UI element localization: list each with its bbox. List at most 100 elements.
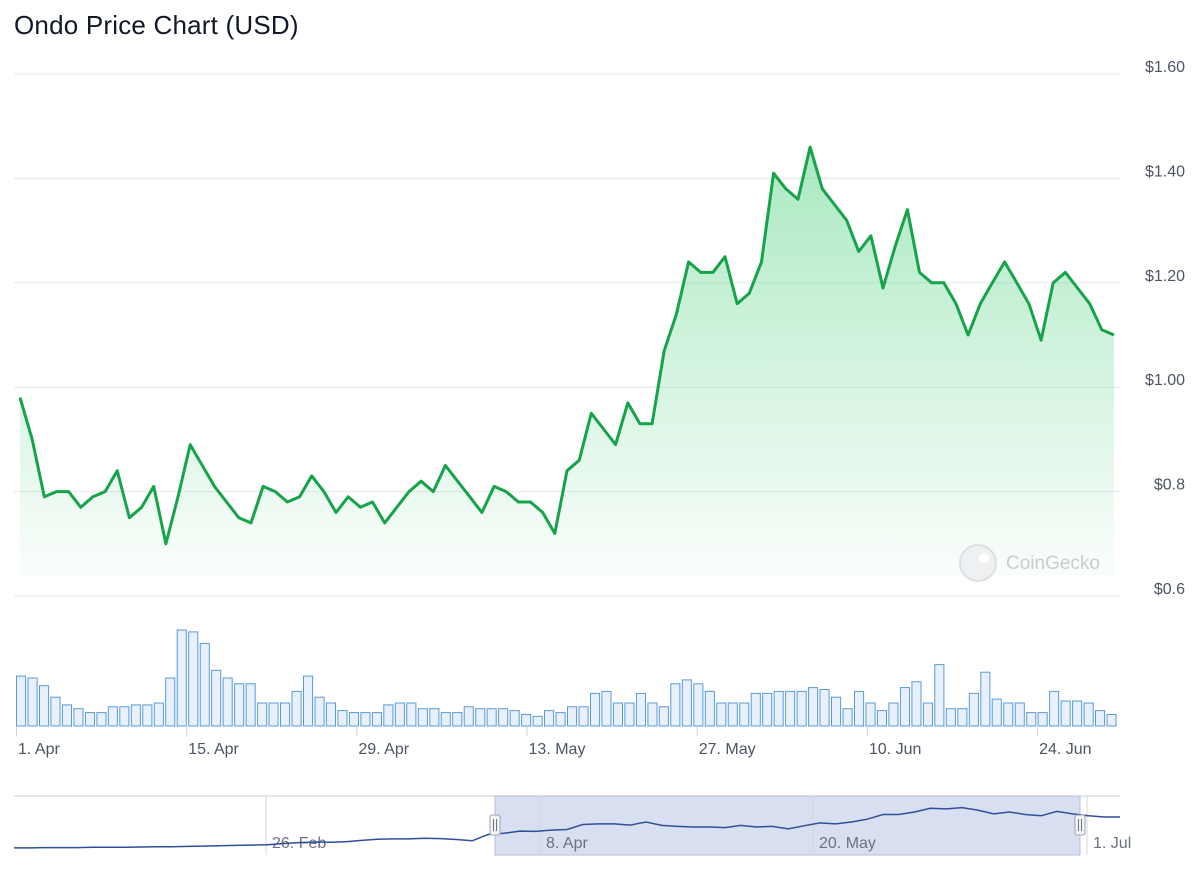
volume-bar [211, 669, 222, 727]
volume-bar [1026, 712, 1037, 727]
volume-bar [555, 712, 566, 727]
volume-bar [303, 675, 314, 727]
volume-bar [1037, 712, 1048, 727]
volume-bar [796, 690, 807, 727]
volume-bar [130, 704, 141, 727]
volume-bar [475, 708, 486, 727]
volume-bar [406, 702, 417, 727]
volume-bar [590, 692, 601, 727]
volume-bar [188, 631, 199, 727]
navigator-left-handle[interactable] [489, 814, 501, 836]
volume-bar [234, 683, 245, 727]
volume-bar [1014, 702, 1025, 727]
volume-bar [681, 679, 692, 727]
price-line[interactable] [18, 145, 1115, 546]
y-tick-label: $0.8 [1154, 477, 1185, 494]
volume-bar [1060, 700, 1071, 727]
volume-bar [107, 706, 118, 727]
volume-bar [337, 710, 348, 727]
volume-bar [1083, 702, 1094, 727]
volume-bar [84, 712, 96, 727]
x-tick-label: 27. May [699, 741, 756, 758]
volume-bar [199, 642, 210, 727]
navigator: 26. Feb 8. Apr 20. May 1. Jul [14, 795, 1131, 856]
volume-bar [119, 706, 130, 727]
volume-bar [73, 708, 84, 727]
volume-bar [658, 706, 669, 727]
volume-bar [142, 704, 153, 727]
volume-bar [865, 702, 876, 727]
coingecko-eye-icon [979, 553, 989, 563]
y-tick-label: $1.20 [1145, 268, 1185, 285]
navigator-right-handle[interactable] [1074, 814, 1086, 836]
x-tick-label: 15. Apr [188, 741, 239, 758]
volume-bar [61, 704, 73, 727]
volume-bars [16, 629, 1117, 727]
volume-bar [968, 692, 979, 727]
volume-bar [257, 702, 268, 727]
volume-bar [831, 696, 842, 727]
volume-bar [521, 714, 532, 727]
navigator-tick-label: 1. Jul [1093, 835, 1131, 852]
volume-bar [348, 712, 359, 727]
volume-bar [27, 677, 38, 727]
x-tick-label: 29. Apr [358, 741, 409, 758]
navigator-line [14, 806, 1120, 849]
volume-bar [773, 690, 784, 727]
volume-bar [704, 690, 715, 727]
y-tick-label: $1.60 [1145, 59, 1185, 76]
volume-bar [452, 712, 463, 727]
volume-bar [1095, 710, 1106, 727]
volume-bar [383, 704, 394, 727]
volume-bar [440, 712, 451, 727]
volume-bar [727, 702, 738, 727]
volume-bar [785, 690, 796, 727]
volume-bar [429, 708, 440, 727]
volume-bar [498, 708, 509, 727]
volume-bar [1003, 702, 1014, 727]
price-area-fill [20, 147, 1114, 578]
x-axis-ticks: 1. Apr 15. Apr 29. Apr 13. May 27. May 10. Ju… [16, 727, 1092, 758]
volume-bar [957, 708, 968, 727]
volume-bar [842, 708, 853, 727]
navigator-selected-range[interactable] [494, 795, 1081, 856]
volume-bar [544, 710, 555, 727]
volume-bar [291, 690, 302, 727]
x-tick-label: 13. May [529, 741, 586, 758]
navigator-tick-label: 20. May [819, 835, 876, 852]
volume-bar [463, 706, 474, 727]
grid-lines [14, 73, 1120, 597]
volume-bar [532, 715, 543, 727]
y-axis-ticks: $1.60 $1.40 $1.20 $1.00 $0.8 $0.6 [1145, 59, 1185, 598]
volume-bar [991, 698, 1002, 727]
volume-bar [808, 687, 819, 727]
volume-bar [899, 687, 911, 727]
volume-bar [612, 702, 624, 727]
volume-bar [509, 710, 520, 727]
volume-bar [934, 664, 945, 727]
volume-bar [165, 677, 176, 727]
x-tick-label: 1. Apr [18, 741, 60, 758]
watermark-text: CoinGecko [1006, 553, 1100, 574]
volume-bar [1106, 714, 1117, 727]
volume-bar [360, 712, 371, 727]
volume-bar [245, 683, 256, 727]
volume-bar [325, 702, 336, 727]
volume-bar [693, 683, 704, 727]
volume-bar [635, 692, 647, 727]
volume-bar [567, 706, 578, 727]
volume-bar [739, 702, 750, 727]
navigator-tick-label: 26. Feb [272, 835, 326, 852]
volume-bar [176, 629, 187, 727]
volume-bar [980, 671, 991, 727]
volume-bar [945, 708, 956, 727]
volume-bar [280, 702, 291, 727]
y-tick-label: $1.00 [1145, 372, 1185, 389]
volume-bar [16, 675, 27, 727]
volume-bar [750, 692, 761, 727]
coingecko-watermark: CoinGecko [959, 544, 1100, 582]
volume-bar [394, 702, 405, 727]
volume-bar [819, 689, 830, 727]
